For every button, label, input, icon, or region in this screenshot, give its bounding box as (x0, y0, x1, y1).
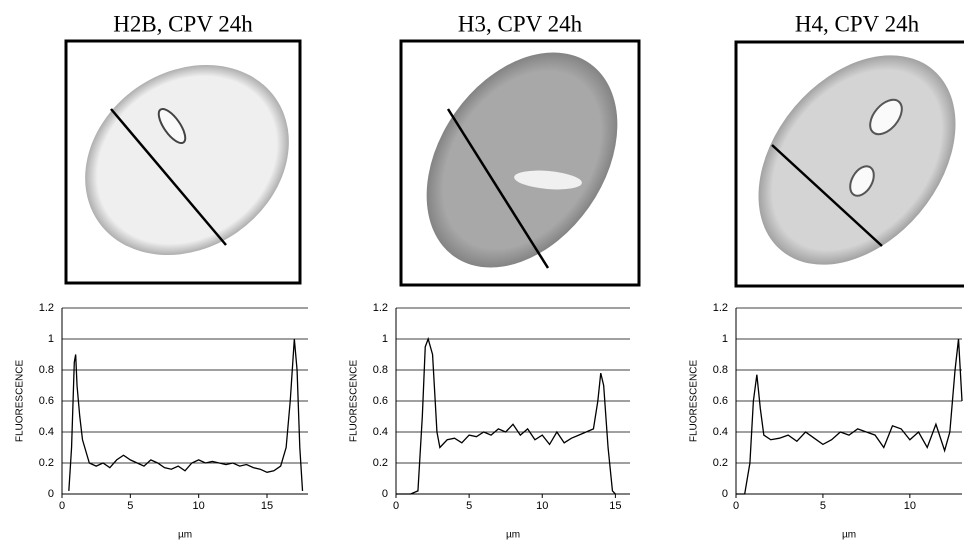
y-tick-label: 0.8 (373, 364, 388, 376)
y-tick-label: 0 (48, 488, 54, 500)
y-tick-label: 0.2 (713, 457, 728, 469)
profile-line (396, 336, 616, 495)
micrograph-3 (734, 40, 964, 288)
y-tick-label: 1.2 (39, 302, 54, 314)
micrograph-2 (399, 39, 641, 287)
y-tick-label: 0 (382, 488, 388, 500)
profile-line (68, 338, 304, 491)
y-tick-label: 0 (722, 488, 728, 500)
chart-title: H3, CPV 24h (458, 11, 583, 36)
x-axis-label: µm (178, 530, 192, 541)
y-tick-label: 1.2 (713, 302, 728, 314)
y-axis-label: FLUORESCENCE (15, 360, 26, 443)
y-tick-label: 0.2 (373, 457, 388, 469)
x-tick-label: 5 (820, 500, 826, 512)
y-tick-label: 1 (382, 333, 388, 345)
x-tick-label: 0 (733, 500, 739, 512)
y-axis-label: FLUORESCENCE (689, 360, 700, 443)
y-tick-label: 0.4 (39, 426, 54, 438)
y-tick-label: 0.6 (39, 395, 54, 407)
x-axis-label: µm (842, 530, 856, 541)
x-tick-label: 10 (904, 500, 916, 512)
x-tick-label: 5 (127, 500, 133, 512)
y-tick-label: 0.8 (713, 364, 728, 376)
micrograph-1 (64, 39, 302, 285)
chart-title: H2B, CPV 24h (113, 11, 253, 36)
y-tick-label: 0.6 (713, 395, 728, 407)
x-tick-label: 10 (536, 500, 548, 512)
y-tick-label: 0.6 (373, 395, 388, 407)
profile-line (736, 338, 963, 495)
y-tick-label: 0.4 (373, 426, 388, 438)
y-tick-label: 0.2 (39, 457, 54, 469)
x-tick-label: 5 (466, 500, 472, 512)
y-tick-label: 1.2 (373, 302, 388, 314)
chart-title: H4, CPV 24h (795, 11, 920, 36)
y-axis-label: FLUORESCENCE (349, 360, 360, 443)
y-tick-label: 1 (722, 333, 728, 345)
y-tick-label: 0.4 (713, 426, 728, 438)
x-tick-label: 0 (393, 500, 399, 512)
x-tick-label: 0 (59, 500, 65, 512)
x-tick-label: 10 (193, 500, 205, 512)
x-tick-label: 15 (609, 500, 621, 512)
x-axis-label: µm (506, 530, 520, 541)
y-tick-label: 1 (48, 333, 54, 345)
x-tick-label: 15 (261, 500, 273, 512)
y-tick-label: 0.8 (39, 364, 54, 376)
